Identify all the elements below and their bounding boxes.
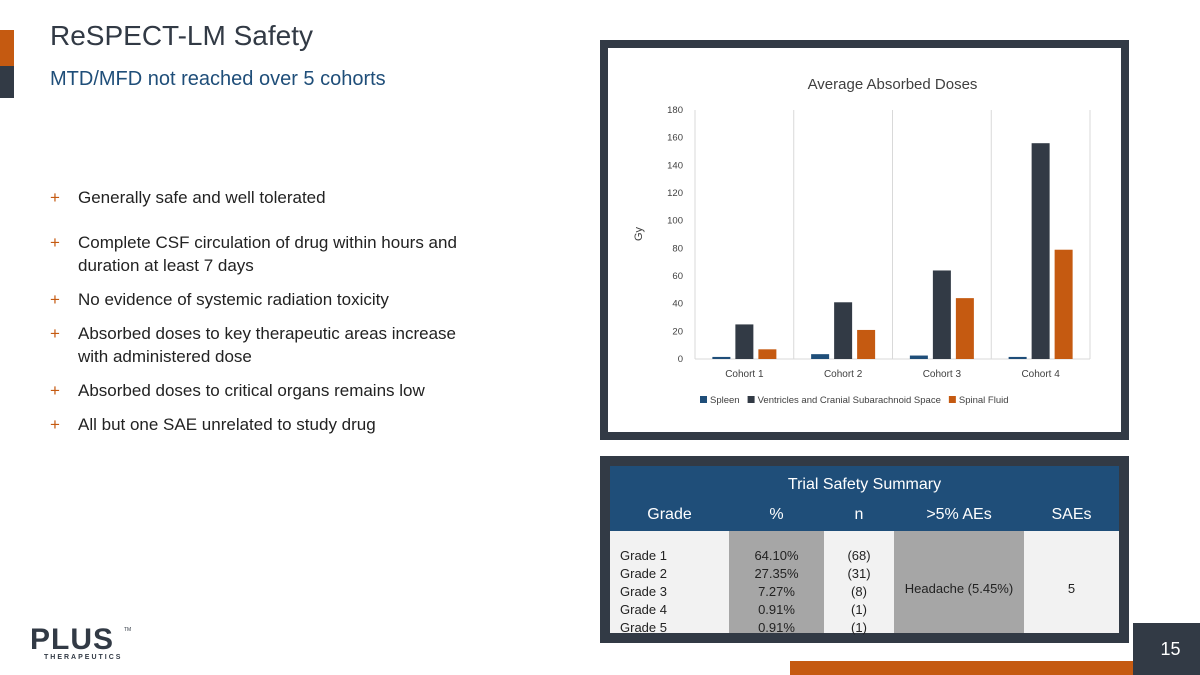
bar-spinal-fluid — [857, 329, 876, 359]
chart-title: Average Absorbed Doses — [808, 76, 978, 93]
logo-wordmark: PLUS — [30, 623, 115, 656]
accent-bar-orange — [0, 30, 14, 66]
bullet-text: No evidence of systemic radiation toxici… — [78, 290, 389, 309]
x-tick-label: Cohort 2 — [824, 369, 863, 380]
bar-spleen — [1008, 356, 1027, 359]
bullet-item: + Generally safe and well tolerated — [50, 186, 490, 209]
bullet-text: Absorbed doses to critical organs remain… — [78, 381, 425, 400]
header-percent: % — [769, 506, 784, 523]
bar-spinal-fluid — [1054, 249, 1073, 359]
x-tick-label: Cohort 3 — [923, 369, 962, 380]
grade-cell: Grade 5 — [620, 620, 667, 635]
x-tick-label: Cohort 4 — [1021, 369, 1060, 380]
x-tick-label: Cohort 1 — [725, 369, 764, 380]
bar-spinal-fluid — [758, 349, 777, 359]
count-cell: (8) — [851, 584, 867, 599]
legend-swatch — [747, 396, 755, 403]
ae-column: Headache (5.45%) — [894, 531, 1024, 633]
plus-icon: + — [50, 324, 60, 343]
y-tick-label: 20 — [672, 326, 683, 337]
y-tick-label: 40 — [672, 299, 683, 310]
safety-table: Trial Safety Summary Grade % n >5% AEs S… — [600, 456, 1129, 643]
y-tick-label: 180 — [667, 105, 683, 116]
grade-column: Grade 1 Grade 2 Grade 3 Grade 4 Grade 5 — [610, 531, 729, 635]
page-number-box: 15 — [1133, 623, 1200, 675]
header-n: n — [854, 506, 864, 523]
grade-cell: Grade 2 — [620, 566, 667, 581]
percent-cell: 27.35% — [754, 566, 799, 581]
count-cell: (31) — [847, 566, 871, 581]
legend-label: Spinal Fluid — [959, 395, 1009, 406]
bar-spleen — [811, 354, 830, 359]
bullet-text: Generally safe and well tolerated — [78, 188, 326, 207]
bar-spinal-fluid — [955, 298, 974, 359]
y-tick-label: 120 — [667, 188, 683, 199]
table-title: Trial Safety Summary — [787, 476, 942, 493]
table-header: Trial Safety Summary Grade % n >5% AEs S… — [610, 466, 1119, 531]
percent-cell: 7.27% — [758, 584, 795, 599]
bar-ventricles-and-cranial-subarachnoid-space — [834, 302, 853, 359]
sae-column: 5 — [1024, 531, 1119, 633]
y-tick-label: 100 — [667, 216, 683, 227]
plus-therapeutics-logo: PLUS TM THERAPEUTICS — [30, 625, 140, 665]
slide-title: ReSPECT-LM Safety — [50, 20, 313, 51]
bullet-text: Absorbed doses to key therapeutic areas … — [78, 324, 457, 366]
plus-icon: + — [50, 381, 60, 400]
bullet-item: + Absorbed doses to critical organs rema… — [50, 379, 490, 402]
logo-subtext: THERAPEUTICS — [44, 654, 123, 661]
slide-subtitle: MTD/MFD not reached over 5 cohorts — [50, 68, 386, 90]
bar-spleen — [909, 355, 928, 359]
bar-spleen — [712, 356, 731, 359]
percent-column: 64.10% 27.35% 7.27% 0.91% 0.91% — [729, 531, 824, 635]
header-grade: Grade — [647, 506, 692, 523]
bar-ventricles-and-cranial-subarachnoid-space — [932, 270, 951, 359]
chart-panel: Average Absorbed Doses 0 20 40 60 80 100 120 140… — [600, 40, 1129, 440]
plus-icon: + — [50, 290, 60, 309]
count-cell: (1) — [851, 602, 867, 617]
grade-cell: Grade 4 — [620, 602, 667, 617]
sae-cell: 5 — [1067, 581, 1076, 596]
plus-icon: + — [50, 188, 60, 207]
header-aes: >5% AEs — [926, 506, 992, 523]
y-tick-label: 80 — [672, 243, 683, 254]
bullet-item: + Complete CSF circulation of drug withi… — [50, 231, 490, 277]
bar-ventricles-and-cranial-subarachnoid-space — [1031, 143, 1050, 359]
percent-cell: 64.10% — [754, 548, 799, 563]
bar-ventricles-and-cranial-subarachnoid-space — [735, 324, 754, 359]
plus-icon: + — [50, 415, 60, 434]
bullet-list: + Generally safe and well tolerated + Co… — [50, 186, 490, 436]
legend-swatch — [700, 396, 707, 403]
y-tick-label: 60 — [672, 271, 683, 282]
accent-bar-dark — [0, 66, 14, 98]
bullet-item: + All but one SAE unrelated to study dru… — [50, 413, 490, 436]
legend-label: Ventricles and Cranial Subarachnoid Spac… — [758, 395, 941, 406]
count-cell: (1) — [851, 620, 867, 635]
percent-cell: 0.91% — [758, 602, 795, 617]
page-number: 15 — [1160, 639, 1181, 659]
grade-cell: Grade 3 — [620, 584, 667, 599]
y-axis-label: Gy — [633, 226, 645, 241]
logo-trademark: TM — [124, 627, 132, 633]
percent-cell: 0.91% — [758, 620, 795, 635]
count-column: (68) (31) (8) (1) (1) — [824, 531, 894, 635]
legend-label: Spleen — [710, 395, 740, 406]
count-cell: (68) — [847, 548, 871, 563]
y-tick-label: 140 — [667, 160, 683, 171]
bullet-item: + Absorbed doses to key therapeutic area… — [50, 322, 490, 368]
bullet-text: Complete CSF circulation of drug within … — [78, 233, 457, 275]
plus-icon: + — [50, 233, 60, 252]
ae-cell: Headache (5.45%) — [904, 581, 1014, 596]
grade-cell: Grade 1 — [620, 548, 667, 563]
y-tick-label: 0 — [678, 354, 683, 365]
absorbed-dose-chart: Average Absorbed Doses 0 20 40 60 80 100 120 140… — [633, 76, 1091, 406]
y-tick-label: 160 — [667, 133, 683, 144]
footer-accent-bar — [790, 661, 1140, 675]
legend-swatch — [948, 396, 956, 403]
bullet-text: All but one SAE unrelated to study drug — [78, 415, 376, 434]
bullet-item: + No evidence of systemic radiation toxi… — [50, 288, 490, 311]
header-saes: SAEs — [1051, 506, 1092, 523]
